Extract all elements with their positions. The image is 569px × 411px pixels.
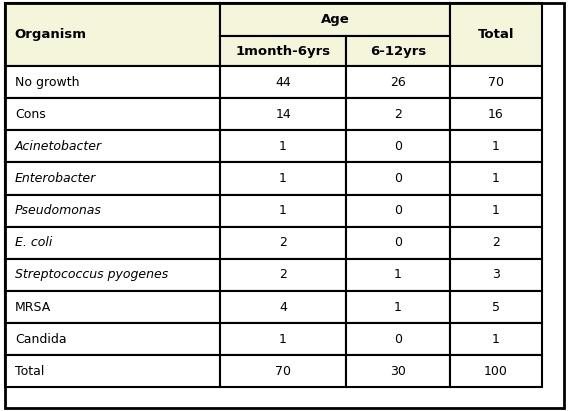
Text: 14: 14 — [275, 108, 291, 121]
Text: 1month-6yrs: 1month-6yrs — [236, 45, 331, 58]
Text: Cons: Cons — [15, 108, 46, 121]
Bar — [220, 194, 346, 227]
Text: 1: 1 — [279, 172, 287, 185]
Bar — [346, 227, 450, 259]
Bar — [220, 227, 346, 259]
Text: 0: 0 — [394, 172, 402, 185]
Bar — [346, 162, 450, 194]
Text: 1: 1 — [492, 204, 500, 217]
Text: 2: 2 — [492, 236, 500, 249]
Text: E. coli: E. coli — [15, 236, 52, 249]
Bar — [450, 323, 542, 356]
Bar — [5, 162, 220, 194]
Text: 1: 1 — [394, 300, 402, 314]
Bar — [220, 3, 450, 37]
Bar — [346, 130, 450, 162]
Bar — [346, 66, 450, 98]
Text: MRSA: MRSA — [15, 300, 51, 314]
Text: 1: 1 — [492, 172, 500, 185]
Bar — [346, 98, 450, 130]
Bar — [220, 356, 346, 388]
Text: 5: 5 — [492, 300, 500, 314]
Bar — [220, 259, 346, 291]
Bar — [346, 259, 450, 291]
Bar — [450, 259, 542, 291]
Bar — [5, 291, 220, 323]
Text: 3: 3 — [492, 268, 500, 282]
Bar — [220, 291, 346, 323]
Bar — [5, 356, 220, 388]
Text: 70: 70 — [275, 365, 291, 378]
Bar — [5, 227, 220, 259]
Text: Total: Total — [15, 365, 44, 378]
Text: Organism: Organism — [15, 28, 87, 41]
Bar — [346, 194, 450, 227]
Text: 0: 0 — [394, 140, 402, 153]
Text: 70: 70 — [488, 76, 504, 88]
Text: 1: 1 — [279, 140, 287, 153]
Text: 1: 1 — [279, 204, 287, 217]
Bar — [220, 130, 346, 162]
Text: 1: 1 — [492, 333, 500, 346]
Text: 2: 2 — [279, 268, 287, 282]
Bar — [220, 66, 346, 98]
Text: 1: 1 — [279, 333, 287, 346]
Text: Candida: Candida — [15, 333, 67, 346]
Text: Pseudomonas: Pseudomonas — [15, 204, 102, 217]
Text: 0: 0 — [394, 204, 402, 217]
Text: 0: 0 — [394, 333, 402, 346]
Bar — [220, 162, 346, 194]
Bar — [346, 291, 450, 323]
Text: Streptococcus pyogenes: Streptococcus pyogenes — [15, 268, 168, 282]
Bar — [5, 98, 220, 130]
Bar — [450, 98, 542, 130]
Bar — [346, 37, 450, 66]
Text: 100: 100 — [484, 365, 508, 378]
Bar — [5, 66, 220, 98]
Bar — [220, 98, 346, 130]
Bar — [450, 356, 542, 388]
Bar — [450, 227, 542, 259]
Text: 6-12yrs: 6-12yrs — [370, 45, 426, 58]
Bar — [450, 66, 542, 98]
Text: 44: 44 — [275, 76, 291, 88]
Bar — [450, 3, 542, 66]
Bar — [220, 323, 346, 356]
Text: 2: 2 — [394, 108, 402, 121]
Bar — [5, 130, 220, 162]
Text: 16: 16 — [488, 108, 504, 121]
Bar — [5, 323, 220, 356]
Bar — [220, 37, 346, 66]
Bar — [450, 291, 542, 323]
Text: 4: 4 — [279, 300, 287, 314]
Text: Acinetobacter: Acinetobacter — [15, 140, 102, 153]
Text: Total: Total — [477, 28, 514, 41]
Bar — [450, 130, 542, 162]
Bar — [346, 356, 450, 388]
Text: 1: 1 — [492, 140, 500, 153]
Text: 30: 30 — [390, 365, 406, 378]
Text: 26: 26 — [390, 76, 406, 88]
Text: 2: 2 — [279, 236, 287, 249]
Text: Enterobacter: Enterobacter — [15, 172, 96, 185]
Text: Age: Age — [320, 14, 349, 26]
Bar — [450, 194, 542, 227]
Bar — [450, 162, 542, 194]
Bar — [5, 3, 220, 66]
Text: No growth: No growth — [15, 76, 79, 88]
Bar — [346, 323, 450, 356]
Bar — [5, 194, 220, 227]
Text: 1: 1 — [394, 268, 402, 282]
Text: 0: 0 — [394, 236, 402, 249]
Bar — [5, 259, 220, 291]
